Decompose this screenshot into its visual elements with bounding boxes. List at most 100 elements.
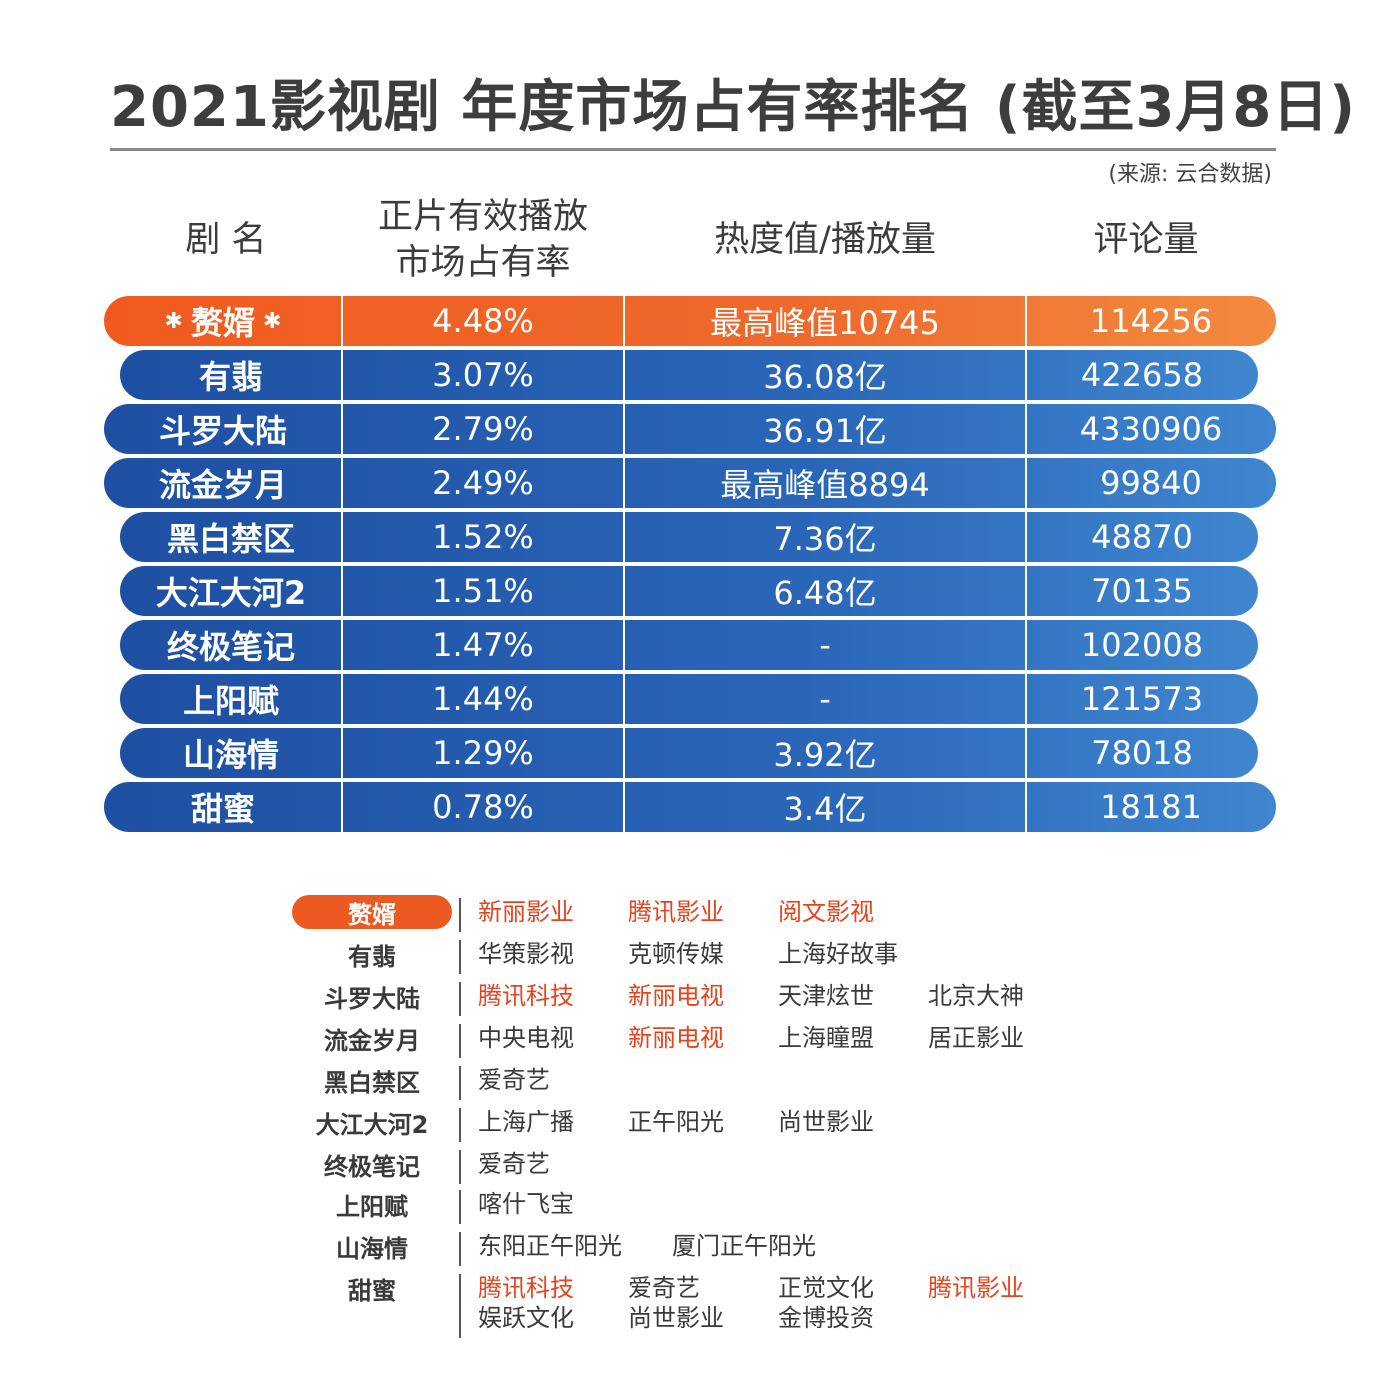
cell-comments: 78018 (1091, 734, 1193, 772)
company-name: 克顿传媒 (628, 940, 724, 968)
company-name: 北京大神 (928, 982, 1024, 1010)
company-name: 居正影业 (928, 1024, 1024, 1052)
cell-share: 2.49% (432, 464, 534, 502)
column-divider (1025, 782, 1027, 832)
cell-share: 4.48% (432, 302, 534, 340)
table-row: 有翡 3.07% 36.08亿 422658 (120, 350, 1258, 400)
company-name: 喀什飞宝 (478, 1190, 574, 1218)
column-divider (1025, 296, 1027, 346)
cell-heat: 36.08亿 (763, 358, 887, 396)
cell-name: 斗罗大陆 (158, 412, 287, 450)
column-divider (341, 728, 343, 778)
company-name: 新丽电视 (628, 982, 724, 1010)
cell-name: 大江大河2 (155, 574, 307, 612)
cell-name: 有翡 (198, 358, 263, 396)
column-divider (623, 674, 625, 724)
cell-comments: 114256 (1089, 302, 1213, 340)
company-name: 阅文影视 (778, 898, 874, 926)
column-divider (341, 350, 343, 400)
cell-comments: 422658 (1080, 356, 1204, 394)
producer-drama-name: 甜蜜 (348, 1276, 396, 1305)
company-name: 尚世影业 (628, 1304, 724, 1332)
company-name: 天津炫世 (778, 982, 874, 1010)
producer-drama-name: 黑白禁区 (324, 1068, 420, 1097)
producer-divider (459, 1108, 461, 1142)
column-header-name: 剧 名 (185, 220, 267, 260)
cell-name: 黑白禁区 (166, 520, 295, 558)
cell-comments: 102008 (1080, 626, 1204, 664)
cell-heat: 36.91亿 (763, 412, 887, 450)
cell-share: 1.44% (432, 680, 534, 718)
column-divider (1025, 350, 1027, 400)
table-row: 流金岁月 2.49% 最高峰值8894 99840 (104, 458, 1276, 508)
column-divider (1025, 566, 1027, 616)
column-header-share-line2: 市场占有率 (395, 243, 571, 283)
cell-share: 1.47% (432, 626, 534, 664)
company-name: 正午阳光 (628, 1108, 724, 1136)
column-divider (341, 458, 343, 508)
table-row: 终极笔记 1.47% - 102008 (120, 620, 1258, 670)
column-divider (1025, 458, 1027, 508)
table-row: 上阳赋 1.44% - 121573 (120, 674, 1258, 724)
company-name: 厦门正午阳光 (672, 1232, 816, 1260)
column-divider (623, 620, 625, 670)
producer-divider (459, 1274, 461, 1338)
cell-comments: 18181 (1100, 788, 1202, 826)
cell-comments: 48870 (1091, 518, 1193, 556)
table-row: 斗罗大陆 2.79% 36.91亿 4330906 (104, 404, 1276, 454)
company-name: 腾讯影业 (628, 898, 724, 926)
company-name: 上海瞳盟 (778, 1024, 874, 1052)
company-name: 腾讯影业 (928, 1274, 1024, 1302)
cell-name: 山海情 (182, 736, 279, 774)
cell-name: ✱ 赘婿 ✱ (104, 296, 342, 346)
company-name: 爱奇艺 (628, 1274, 700, 1302)
cell-heat: - (819, 626, 831, 664)
cell-share: 3.07% (432, 356, 534, 394)
column-divider (623, 728, 625, 778)
producer-divider (459, 898, 461, 932)
company-name: 华策影视 (478, 940, 574, 968)
producer-divider (459, 1066, 461, 1100)
producer-divider (459, 982, 461, 1016)
company-name: 新丽影业 (478, 898, 574, 926)
cell-comments: 99840 (1100, 464, 1202, 502)
cell-heat: 最高峰值10745 (710, 304, 940, 342)
column-header-share-line1: 正片有效播放 (377, 197, 588, 237)
company-name: 腾讯科技 (478, 1274, 574, 1302)
company-name: 爱奇艺 (478, 1066, 550, 1094)
column-header-heat: 热度值/播放量 (714, 220, 936, 260)
company-name: 娱跃文化 (478, 1304, 574, 1332)
producer-drama-name: 有翡 (348, 942, 396, 971)
column-divider (341, 674, 343, 724)
column-divider (623, 458, 625, 508)
column-divider (623, 566, 625, 616)
table-row: 黑白禁区 1.52% 7.36亿 48870 (120, 512, 1258, 562)
page-title: 2021影视剧 年度市场占有率排名 (截至3月8日) (110, 75, 1356, 140)
column-divider (1025, 512, 1027, 562)
producer-drama-name: 赘婿 (292, 895, 452, 929)
cell-name: 甜蜜 (190, 790, 255, 828)
cell-heat: 6.48亿 (773, 574, 877, 612)
company-name: 新丽电视 (628, 1024, 724, 1052)
company-name: 上海好故事 (778, 940, 898, 968)
producer-divider (459, 940, 461, 974)
cell-name: 上阳赋 (182, 682, 279, 720)
cell-heat: - (819, 680, 831, 718)
column-divider (341, 782, 343, 832)
cell-share: 1.51% (432, 572, 534, 610)
cell-name: 流金岁月 (158, 466, 287, 504)
column-divider (1025, 728, 1027, 778)
company-name: 尚世影业 (778, 1108, 874, 1136)
cell-comments: 121573 (1080, 680, 1204, 718)
column-divider (341, 296, 343, 346)
column-divider (341, 620, 343, 670)
cell-comments: 70135 (1091, 572, 1193, 610)
producer-divider (459, 1150, 461, 1184)
column-header-comments: 评论量 (1093, 220, 1199, 260)
title-divider (110, 148, 1276, 151)
producer-drama-name: 山海情 (336, 1234, 408, 1263)
producer-drama-name: 流金岁月 (324, 1026, 420, 1055)
company-name: 东阳正午阳光 (478, 1232, 622, 1260)
column-divider (341, 512, 343, 562)
data-source-note: (来源: 云合数据) (1108, 162, 1272, 187)
